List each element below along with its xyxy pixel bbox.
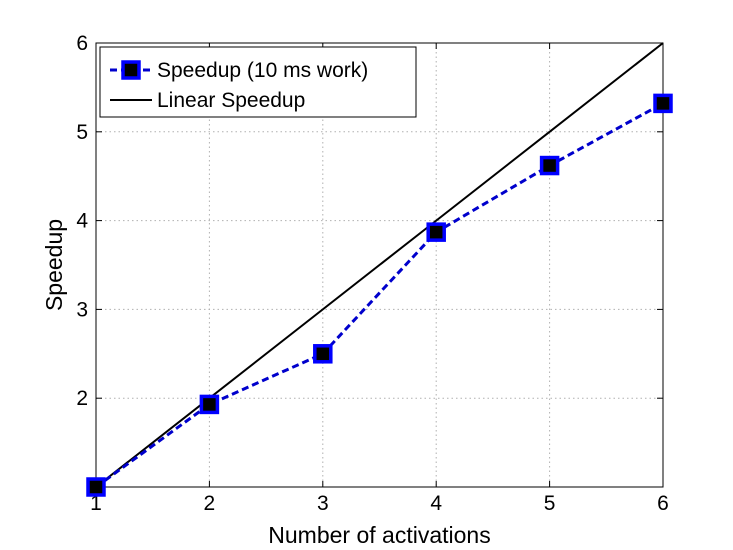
x-tick-label: 5 — [544, 492, 556, 515]
x-tick-label: 3 — [317, 492, 329, 515]
legend-box — [99, 46, 417, 118]
y-tick-label: 5 — [76, 121, 88, 144]
speedup-10ms-line — [95, 102, 664, 489]
x-axis-label: Number of activations — [268, 522, 490, 548]
x-tick-label: 4 — [430, 492, 442, 515]
y-tick-label: 2 — [76, 387, 88, 410]
speedup-10ms-marker — [199, 394, 220, 415]
y-tick-label: 6 — [76, 32, 88, 55]
y-tick-label: 3 — [76, 298, 88, 321]
grid — [96, 43, 663, 487]
speedup-10ms-marker — [86, 477, 106, 497]
speedup-10ms-marker — [426, 222, 446, 242]
speedup-10ms-marker — [539, 155, 560, 176]
legend: Speedup (10 ms work) Linear Speedup — [99, 46, 417, 118]
series-group — [86, 42, 673, 497]
x-tick-label: 6 — [657, 492, 669, 515]
speedup-10ms-marker — [653, 93, 673, 114]
y-axis-label: Speedup — [41, 219, 67, 311]
y-tick-label: 4 — [76, 210, 88, 233]
legend-label-linear: Linear Speedup — [157, 89, 305, 112]
axis-ticks: 1 2 3 4 5 6 2 3 4 5 6 — [76, 32, 669, 515]
speedup-10ms-marker — [313, 344, 333, 364]
x-tick-label: 2 — [204, 492, 216, 515]
plot-area-frame — [95, 42, 664, 488]
legend-label-speedup: Speedup (10 ms work) — [157, 59, 368, 82]
linear-speedup-line — [95, 42, 664, 488]
x-tick-label: 1 — [90, 492, 102, 515]
legend-swatch-speedup-marker — [121, 60, 141, 80]
